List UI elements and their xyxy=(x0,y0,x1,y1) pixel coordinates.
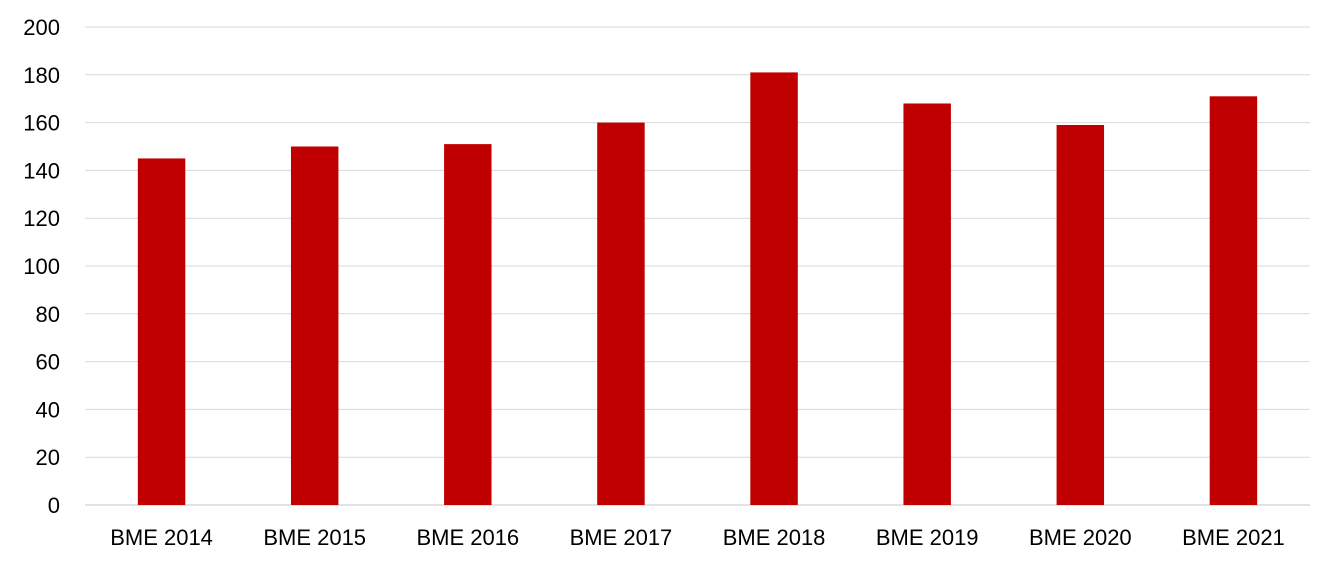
y-tick-label: 0 xyxy=(48,493,60,518)
bar-bme-2015 xyxy=(290,146,339,505)
bar-bme-2020 xyxy=(1056,124,1105,506)
bar-bme-2018 xyxy=(750,72,798,505)
y-tick-label: 20 xyxy=(36,445,60,470)
bar-bme-2016 xyxy=(444,144,492,506)
x-tick-label: BME 2018 xyxy=(723,525,826,550)
x-tick-label: BME 2017 xyxy=(570,525,673,550)
bar-bme-2014 xyxy=(137,158,186,505)
x-axis-tick-labels: BME 2014 BME 2015 BME 2016 BME 2017 BME 2018… xyxy=(110,525,1285,550)
y-tick-label: 80 xyxy=(36,302,60,327)
y-tick-label: 180 xyxy=(23,63,60,88)
bar-bme-2021 xyxy=(1209,96,1258,505)
bar-bme-2017 xyxy=(597,122,645,505)
y-tick-label: 140 xyxy=(23,158,60,183)
y-tick-label: 40 xyxy=(36,397,60,422)
y-tick-label: 160 xyxy=(23,111,60,136)
y-tick-label: 200 xyxy=(23,15,60,40)
x-tick-label: BME 2020 xyxy=(1029,525,1132,550)
bar-bme-2019 xyxy=(903,103,951,505)
y-axis-tick-labels: 0 20 40 60 80 100 120 140 160 180 200 xyxy=(23,15,60,518)
bars xyxy=(137,72,1258,506)
x-tick-label: BME 2021 xyxy=(1182,525,1285,550)
y-tick-label: 120 xyxy=(23,206,60,231)
y-tick-label: 100 xyxy=(23,254,60,279)
x-tick-label: BME 2019 xyxy=(876,525,979,550)
x-tick-label: BME 2016 xyxy=(416,525,519,550)
y-tick-label: 60 xyxy=(36,350,60,375)
x-tick-label: BME 2014 xyxy=(110,525,213,550)
x-tick-label: BME 2015 xyxy=(263,525,366,550)
grid-lines xyxy=(85,26,1310,506)
